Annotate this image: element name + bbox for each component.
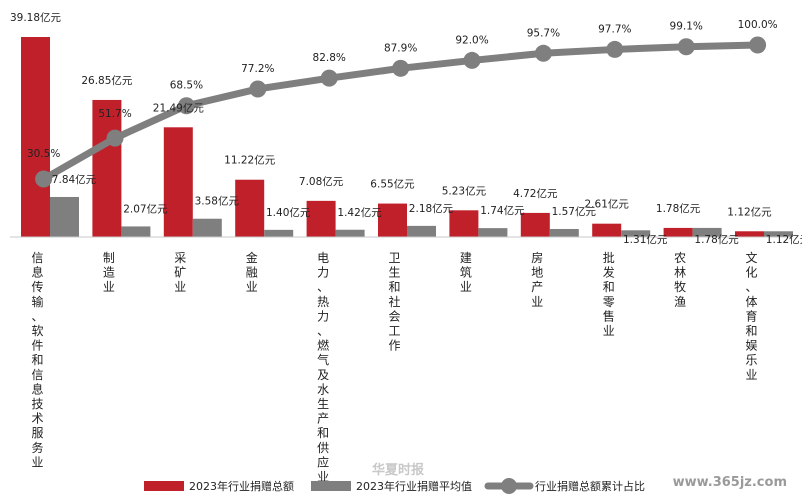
bar-total <box>735 231 764 237</box>
cumulative-point <box>106 129 124 147</box>
legend-label-cumulative: 行业捐赠总额累计占比 <box>535 479 645 493</box>
bar-total <box>306 200 336 237</box>
label-average: 1.40亿元 <box>266 206 311 219</box>
bar-total <box>235 179 265 237</box>
category-label-layer: 信息传输、软件和信息技术服务业 制造业 采矿业 金融业 电力、热力、燃气及水生产和供应业… <box>31 250 757 484</box>
label-cumulative: 82.8% <box>313 52 346 64</box>
bar-total <box>663 227 693 237</box>
data-label-layer: 39.18亿元 7.84亿元 30.5% 26.85亿元 2.07亿元 51.7% 21.4… <box>10 11 802 246</box>
label-total: 11.22亿元 <box>224 154 276 167</box>
bar-total <box>21 37 50 237</box>
label-cumulative: 97.7% <box>598 23 631 35</box>
watermark-source: 华夏时报 <box>372 462 425 478</box>
legend-label-average: 2023年行业捐赠平均值 <box>356 479 472 493</box>
category-label: 电力、热力、燃气及水生产和供应业 <box>317 251 329 484</box>
cumulative-point <box>534 44 552 62</box>
cumulative-point <box>35 170 53 188</box>
bar-average <box>192 218 222 237</box>
cumulative-point <box>249 80 267 98</box>
bar-average <box>764 231 793 237</box>
category-label: 批发和零售业 <box>603 250 615 338</box>
label-cumulative: 51.7% <box>98 108 131 120</box>
label-total: 7.08亿元 <box>299 175 344 188</box>
label-total: 6.55亿元 <box>370 178 415 191</box>
label-total: 4.72亿元 <box>513 187 558 200</box>
bar-average <box>121 226 151 237</box>
label-total: 21.49亿元 <box>153 101 205 114</box>
label-total: 39.18亿元 <box>10 11 62 24</box>
bar-average <box>407 225 436 237</box>
label-average: 1.31亿元 <box>623 233 668 246</box>
label-cumulative: 100.0% <box>738 19 778 31</box>
legend-swatch-average <box>311 481 351 491</box>
bar-average <box>621 230 651 237</box>
category-label: 农林牧渔 <box>674 251 686 309</box>
cumulative-point <box>320 69 338 87</box>
legend-label-total: 2023年行业捐赠总额 <box>189 479 294 493</box>
cumulative-point <box>463 51 481 69</box>
bar-average <box>50 196 79 237</box>
category-label: 建筑业 <box>460 251 472 294</box>
legend-swatch-marker <box>501 478 517 494</box>
cumulative-point <box>177 97 195 115</box>
legend: 2023年行业捐赠总额 2023年行业捐赠平均值 行业捐赠总额累计占比 <box>144 478 645 494</box>
bar-average <box>478 228 508 237</box>
category-label: 信息传输、软件和信息技术服务业 <box>31 251 43 469</box>
bar-total <box>592 223 622 237</box>
category-label: 卫生和社会工作 <box>388 251 400 353</box>
category-label: 金融业 <box>246 250 258 294</box>
bar-average <box>692 227 722 237</box>
label-average: 1.78亿元 <box>694 233 739 246</box>
cumulative-point <box>606 40 624 58</box>
label-total: 5.23亿元 <box>442 184 487 197</box>
bar-average <box>264 229 294 237</box>
category-label: 制造业 <box>103 251 115 294</box>
label-total: 26.85亿元 <box>81 74 133 87</box>
bar-layer <box>21 37 793 237</box>
label-total: 2.61亿元 <box>585 198 630 211</box>
cumulative-line-layer <box>35 36 767 188</box>
label-average: 2.07亿元 <box>123 202 168 215</box>
bar-total <box>163 127 193 237</box>
label-cumulative: 77.2% <box>241 63 274 75</box>
watermark-site: www.365jz.com <box>673 475 787 490</box>
label-average: 1.42亿元 <box>337 206 382 219</box>
cumulative-point <box>677 38 695 56</box>
label-average: 1.74亿元 <box>480 204 525 217</box>
bar-average <box>335 229 365 237</box>
legend-swatch-total <box>144 481 184 491</box>
category-label: 文化、体育和娱乐业 <box>745 250 757 382</box>
bar-total <box>520 212 550 237</box>
label-total: 1.12亿元 <box>727 205 772 218</box>
cumulative-point <box>392 59 410 77</box>
bar-total <box>92 99 122 237</box>
category-label: 房地产业 <box>531 250 543 309</box>
label-average: 1.12亿元 <box>766 233 802 246</box>
cumulative-point <box>749 36 767 54</box>
label-cumulative: 30.5% <box>27 148 60 160</box>
label-total: 1.78亿元 <box>656 202 701 215</box>
bar-total <box>378 203 407 237</box>
category-label: 采矿业 <box>174 251 186 294</box>
label-cumulative: 68.5% <box>170 80 203 92</box>
label-cumulative: 92.0% <box>455 34 488 46</box>
label-average: 7.84亿元 <box>52 173 97 186</box>
bar-average <box>549 228 579 237</box>
label-cumulative: 99.1% <box>670 21 703 33</box>
label-average: 1.57亿元 <box>552 205 597 218</box>
label-average: 2.18亿元 <box>409 202 454 215</box>
watermark-layer: 华夏时报 www.365jz.com <box>372 462 787 490</box>
label-cumulative: 87.9% <box>384 42 417 54</box>
label-average: 3.58亿元 <box>195 195 240 208</box>
bar-total <box>449 210 479 237</box>
label-cumulative: 95.7% <box>527 27 560 39</box>
